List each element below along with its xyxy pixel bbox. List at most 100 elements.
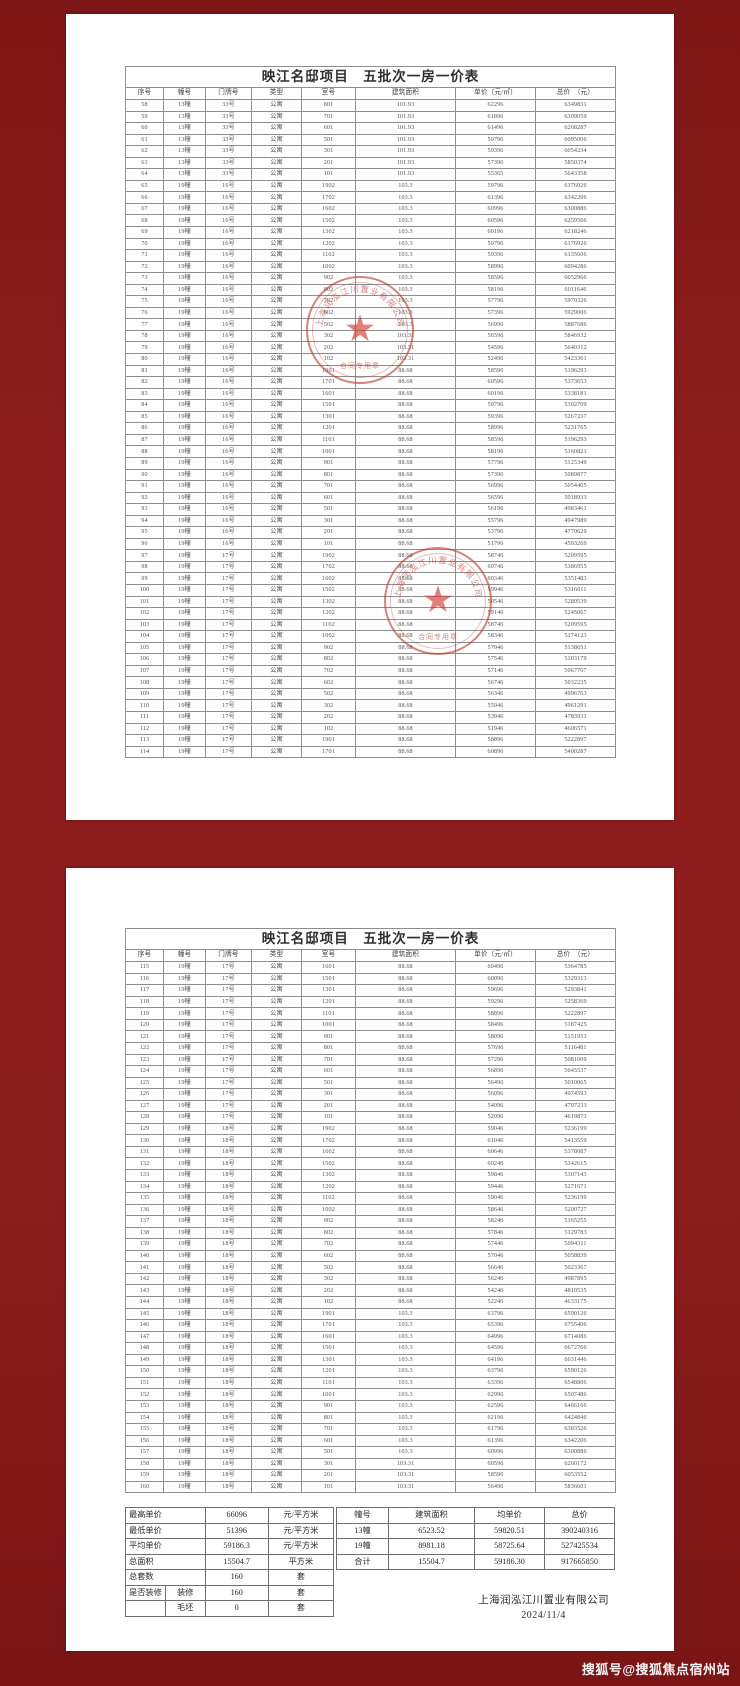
cell-area: 103.3	[355, 1399, 456, 1413]
table-row: 118 19幢 17号 公寓 1201 88.68 59296 5258369	[125, 995, 616, 1009]
cell-unit-price: 59796	[455, 133, 536, 147]
cell-door: 16号	[205, 341, 252, 355]
cell-index: 143	[125, 1284, 164, 1298]
table-row: 131 19幢 18号 公寓 1602 88.68 60646 5378087	[125, 1145, 616, 1159]
cell-building: 19幢	[163, 272, 206, 285]
cell-building: 19幢	[163, 1423, 206, 1436]
cell-door: 18号	[205, 1272, 252, 1286]
col-header-door: 门牌号	[205, 87, 252, 100]
cell-door: 16号	[205, 491, 252, 505]
cell-type: 公寓	[251, 1249, 302, 1263]
table-row: 107 19幢 17号 公寓 702 88.68 57146 5067707	[125, 664, 616, 678]
cell-type: 公寓	[251, 1007, 302, 1020]
cell-unit-price: 64596	[455, 1342, 536, 1355]
cell-door: 17号	[205, 653, 252, 666]
cell-door: 17号	[205, 745, 252, 759]
cell-index: 96	[125, 537, 164, 551]
cell-type: 公寓	[251, 1192, 302, 1205]
cell-total: 6672766	[535, 1342, 616, 1355]
cell-door: 16号	[205, 249, 252, 262]
signature-block: 上海润泓江川置业有限公司 2024/11/4	[478, 1593, 609, 1623]
cell-room: 1202	[301, 607, 356, 620]
cell-total: 6631446	[535, 1353, 616, 1367]
cell-type: 公寓	[251, 583, 302, 597]
cell-unit-price: 56646	[455, 1261, 536, 1274]
cell-total: 5089877	[535, 468, 616, 482]
cell-room: 601	[301, 122, 356, 135]
cell-type: 公寓	[251, 1018, 302, 1032]
cell-index: 66	[125, 191, 164, 204]
cell-building: 19幢	[163, 283, 206, 297]
cell-door: 17号	[205, 664, 252, 678]
cell-room: 601	[301, 1065, 356, 1078]
cell-area: 103.3	[355, 260, 456, 274]
cell-door: 18号	[205, 1411, 252, 1425]
summary-by-building-table: 幢号 建筑面积 均单价 总价 13幢 6523.52 59820.51 390240316 1…	[336, 1507, 615, 1571]
cell-building: 19幢	[163, 984, 206, 997]
cell-type: 公寓	[251, 1423, 302, 1436]
cell-type: 公寓	[251, 560, 302, 574]
cell-building: 19幢	[163, 676, 206, 689]
cell-room: 1702	[301, 560, 356, 574]
cell-type: 公寓	[251, 260, 302, 274]
cell-total: 5209595	[535, 618, 616, 632]
cell-type: 公寓	[251, 1042, 302, 1055]
cell-room: 1702	[301, 191, 356, 204]
cell-type: 公寓	[251, 1169, 302, 1182]
cell-type: 公寓	[251, 1134, 302, 1147]
summary-value: 160	[204, 1569, 269, 1586]
cell-unit-price: 58746	[455, 618, 536, 632]
cell-area: 103.3	[355, 1307, 456, 1321]
cell-room: 1301	[301, 1353, 356, 1367]
cell-door: 16号	[205, 364, 252, 378]
table-row: 115 19幢 17号 公寓 1601 88.68 60496 5364785	[125, 961, 616, 974]
cell-type: 公寓	[251, 607, 302, 620]
cell-room: 702	[301, 295, 356, 308]
cell-room: 1302	[301, 226, 356, 239]
cell-room: 1502	[301, 214, 356, 227]
cell-building: 19幢	[163, 1042, 206, 1055]
cell-door: 17号	[205, 641, 252, 655]
cell-index: 135	[125, 1192, 164, 1205]
cell-door: 16号	[205, 445, 252, 458]
cell-door: 33号	[205, 122, 252, 135]
summary-building-row: 13幢 6523.52 59820.51 390240316	[336, 1522, 615, 1540]
cell-area: 101.93	[355, 168, 456, 181]
cell-door: 18号	[205, 1469, 252, 1482]
cell-door: 18号	[205, 1434, 252, 1448]
cell-area: 88.68	[355, 711, 456, 724]
table-row: 157 19幢 18号 公寓 501 103.3 60996 6300886	[125, 1446, 616, 1459]
cell-index: 102	[125, 607, 164, 620]
cell-building: 19幢	[163, 653, 206, 666]
cell-total: 6218246	[535, 226, 616, 239]
cell-type: 公寓	[251, 168, 302, 181]
cell-room: 1601	[301, 1330, 356, 1344]
table-row: 95 19幢 16号 公寓 201 88.68 53796 4770629	[125, 526, 616, 539]
cell-building: 19幢	[163, 1076, 206, 1090]
cell-index: 62	[125, 145, 164, 158]
cell-building: 19幢	[163, 549, 206, 562]
cell-unit-price: 63396	[455, 1376, 536, 1390]
price-table-page-2: 映江名邸项目 五批次一房一价表 序号 幢号 门牌号 类型 室号 建筑面积 单价（…	[125, 928, 616, 1494]
cell-door: 33号	[205, 156, 252, 170]
cell-index: 155	[125, 1423, 164, 1436]
cell-area: 103.3	[355, 295, 456, 308]
col-header-total: 总价 （元）	[535, 949, 616, 963]
cell-area: 88.68	[355, 480, 456, 493]
cell-index: 77	[125, 318, 164, 331]
cell-index: 78	[125, 329, 164, 343]
cell-building: 19幢	[163, 456, 206, 470]
cell-unit-price: 57396	[455, 156, 536, 170]
table-row: 93 19幢 16号 公寓 501 88.68 56196 4983461	[125, 503, 616, 516]
summary-label: 是否装修	[125, 1584, 166, 1602]
cell-index: 104	[125, 630, 164, 643]
cell-index: 148	[125, 1342, 164, 1355]
cell-area: 103.31	[355, 329, 456, 343]
cell-index: 146	[125, 1319, 164, 1332]
cell-building: 19幢	[163, 687, 206, 701]
cell-building: 19幢	[163, 734, 206, 747]
table-row: 116 19幢 17号 公寓 1501 88.68 60096 5329313	[125, 972, 616, 986]
page-title: 映江名邸项目 五批次一房一价表	[125, 928, 616, 951]
cell-area: 88.68	[355, 433, 456, 447]
table-row: 75 19幢 16号 公寓 702 103.3 57796 5970326	[125, 295, 616, 308]
